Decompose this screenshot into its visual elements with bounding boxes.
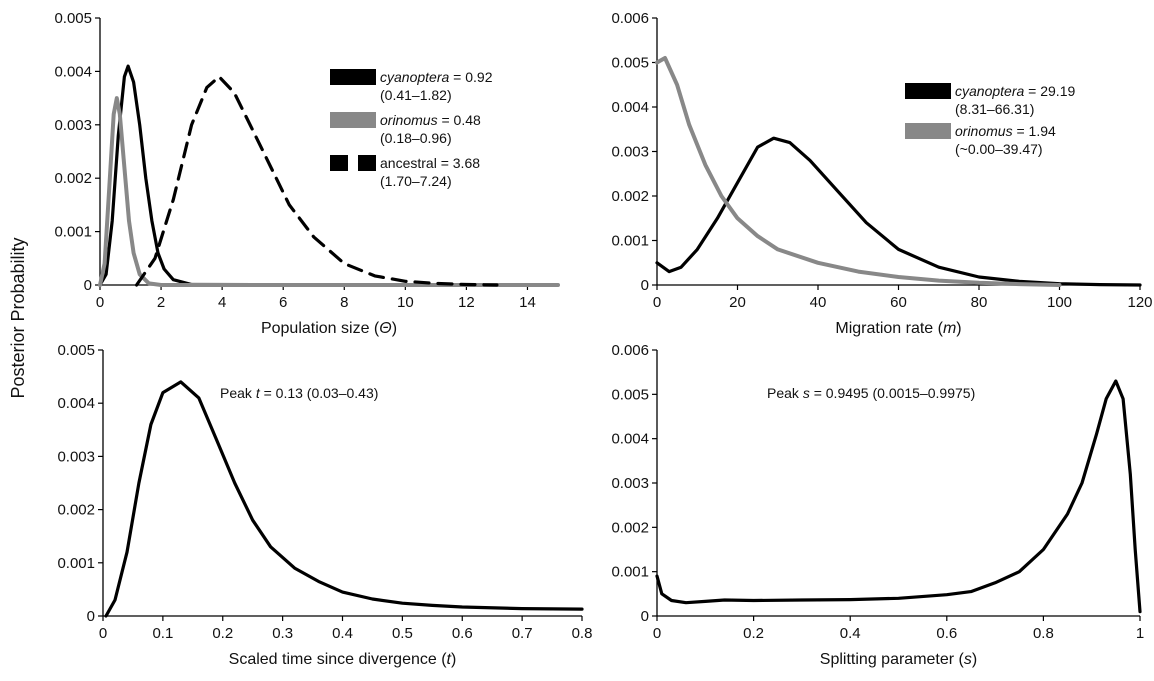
x-tick-label: 0.6: [452, 625, 473, 642]
x-tick-label: 0.2: [743, 625, 764, 642]
x-tick-label: 10: [397, 294, 414, 311]
x-tick-label: 0.8: [1033, 625, 1054, 642]
series-line-orinomus: [655, 56, 1062, 287]
x-tick-label: 100: [1047, 294, 1072, 311]
x-tick-label: 20: [729, 294, 746, 311]
panel-splitting-parameter: 0 0.001 0.002 0.003 0.004 0.005 0.006 0 0.2 0.4 0.…: [611, 342, 1144, 668]
x-tick-label: 40: [810, 294, 827, 311]
y-tick-label: 0.004: [54, 63, 92, 80]
legend-entry-orinomus: orinomus = 0.48: [380, 112, 481, 128]
series-line-orinomus: [98, 96, 560, 287]
x-tick-label: 0: [653, 294, 661, 311]
y-tick-label: 0.001: [611, 233, 649, 250]
x-tick-label: 2: [157, 294, 165, 311]
y-tick-label: 0.001: [611, 564, 649, 581]
legend-interval: (0.18–0.96): [380, 130, 452, 146]
y-tick-label: 0: [84, 277, 92, 294]
x-tick-label: 80: [971, 294, 988, 311]
legend-swatch: [905, 83, 951, 99]
y-tick-label: 0.001: [54, 224, 92, 241]
legend-swatch: [330, 155, 348, 171]
x-tick-label: 60: [890, 294, 907, 311]
legend-interval: (0.41–1.82): [380, 87, 452, 103]
y-tick-label: 0.005: [611, 386, 649, 403]
legend-interval: (~0.00–39.47): [955, 141, 1043, 157]
y-tick-label: 0.004: [611, 431, 649, 448]
x-tick-label: 0.7: [512, 625, 533, 642]
x-tick-label: 0.5: [392, 625, 413, 642]
x-tick-label: 0: [96, 294, 104, 311]
y-tick-label: 0.006: [611, 342, 649, 359]
y-tick-label: 0.003: [54, 117, 92, 134]
x-tick-label: 0.6: [936, 625, 957, 642]
x-tick-label: 0.4: [840, 625, 861, 642]
series-line-cyanoptera: [98, 64, 560, 287]
y-tick-label: 0.003: [611, 144, 649, 161]
legend-swatch: [330, 112, 376, 128]
x-tick-label: 1: [1136, 625, 1144, 642]
x-tick-label: 0: [653, 625, 661, 642]
x-tick-label: 120: [1127, 294, 1152, 311]
panel-population-size: 0 0.001 0.002 0.003 0.004 0.005 0 2 4 6 8 10 12 14 Pop…: [54, 10, 560, 337]
series-line-series-0: [655, 379, 1142, 614]
y-tick-label: 0.004: [611, 99, 649, 116]
x-tick-label: 0.1: [152, 625, 173, 642]
peak-annotation: Peak t = 0.13 (0.03–0.43): [220, 385, 378, 401]
y-tick-label: 0: [641, 608, 649, 625]
series-line-ancestral: [135, 75, 499, 287]
y-tick-label: 0: [87, 608, 95, 625]
panel-scaled-time: 0 0.001 0.002 0.003 0.004 0.005 0 0.1 0.2 0.3 0.4 0…: [57, 342, 592, 668]
x-tick-label: 8: [340, 294, 348, 311]
x-tick-label: 0.2: [212, 625, 233, 642]
y-tick-label: 0.001: [57, 555, 95, 572]
legend-entry-orinomus: orinomus = 1.94: [955, 123, 1056, 139]
legend-entry-ancestral: ancestral = 3.68: [380, 155, 480, 171]
panel-migration-rate: 0 0.001 0.002 0.003 0.004 0.005 0.006 0 20 40 60 80…: [611, 10, 1152, 337]
x-tick-label: 0.3: [272, 625, 293, 642]
x-axis-label: Population size (Θ): [261, 320, 397, 337]
legend-swatch: [330, 69, 376, 85]
y-tick-label: 0.003: [57, 448, 95, 465]
series-line-cyanoptera: [655, 136, 1142, 287]
series-line-series-0: [104, 380, 584, 618]
y-tick-label: 0: [641, 277, 649, 294]
legend-interval: (8.31–66.31): [955, 101, 1034, 117]
x-tick-label: 0.8: [572, 625, 593, 642]
y-tick-label: 0.002: [57, 502, 95, 519]
y-tick-label: 0.005: [611, 55, 649, 72]
x-tick-label: 14: [519, 294, 536, 311]
legend-swatch: [905, 123, 951, 139]
y-tick-label: 0.006: [611, 10, 649, 27]
legend-entry-cyanoptera: cyanoptera = 0.92: [380, 69, 493, 85]
x-tick-label: 4: [218, 294, 226, 311]
x-tick-label: 12: [458, 294, 475, 311]
y-tick-label: 0.003: [611, 475, 649, 492]
y-tick-label: 0.004: [57, 395, 95, 412]
y-tick-label: 0.002: [611, 519, 649, 536]
legend-interval: (1.70–7.24): [380, 173, 452, 189]
y-tick-label: 0.002: [611, 188, 649, 205]
x-axis-label: Scaled time since divergence (t): [229, 651, 457, 668]
y-axis-label: Posterior Probability: [8, 237, 28, 398]
peak-annotation: Peak s = 0.9495 (0.0015–0.9975): [767, 385, 975, 401]
x-axis-label: Splitting parameter (s): [820, 651, 977, 668]
x-axis-label: Migration rate (m): [835, 320, 961, 337]
x-tick-label: 6: [279, 294, 287, 311]
y-tick-label: 0.005: [54, 10, 92, 27]
x-tick-label: 0: [99, 625, 107, 642]
y-tick-label: 0.002: [54, 170, 92, 187]
legend-swatch: [358, 155, 376, 171]
x-tick-label: 0.4: [332, 625, 353, 642]
y-tick-label: 0.005: [57, 342, 95, 359]
legend-entry-cyanoptera: cyanoptera = 29.19: [955, 83, 1075, 99]
